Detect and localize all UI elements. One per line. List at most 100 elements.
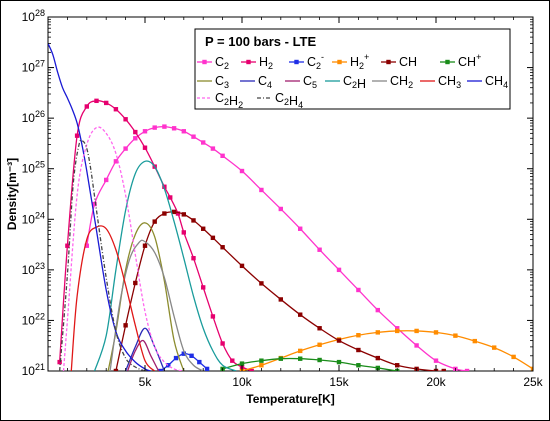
y-tick-exp: 27 xyxy=(35,59,45,69)
data-point xyxy=(152,125,157,130)
series-line-c2h4 xyxy=(58,139,146,371)
x-tick-label: 15k xyxy=(329,375,349,389)
legend-label: C2H4 xyxy=(275,91,303,110)
data-point xyxy=(317,357,322,363)
data-point xyxy=(181,230,186,235)
data-point xyxy=(162,184,167,189)
data-point xyxy=(239,263,245,269)
data-point xyxy=(65,243,70,248)
data-point xyxy=(441,368,446,371)
legend-label: H2+ xyxy=(350,52,369,71)
data-point xyxy=(278,356,283,361)
legend-entry-c2h: C2H xyxy=(325,74,366,91)
series-line-c5 xyxy=(126,339,160,371)
legend-marker xyxy=(445,59,450,65)
series-line-c2h xyxy=(93,160,237,371)
data-point xyxy=(433,358,439,363)
legend-label-tail: H xyxy=(289,94,298,108)
y-tick-label: 1025 xyxy=(22,160,45,176)
legend-label-sub: 2 xyxy=(352,80,357,90)
legend-label: C3 xyxy=(215,74,229,90)
data-point xyxy=(375,355,380,361)
data-point xyxy=(74,133,80,138)
data-point xyxy=(511,354,516,360)
y-tick-exp: 26 xyxy=(35,109,45,119)
data-point xyxy=(92,201,97,207)
data-point xyxy=(201,140,206,145)
y-tick-exp: 23 xyxy=(35,261,45,271)
legend-label: C4 xyxy=(258,74,272,90)
data-point xyxy=(201,226,206,231)
legend-label-sub: 2 xyxy=(268,61,273,71)
data-point xyxy=(356,363,361,368)
legend-label-base: C xyxy=(275,91,284,105)
legend-label-tail: H xyxy=(229,94,238,108)
data-point xyxy=(317,247,322,252)
y-tick-exp: 28 xyxy=(35,8,45,18)
data-point xyxy=(210,146,216,151)
legend-entry-c2: C2- xyxy=(289,52,324,71)
data-point xyxy=(173,355,179,361)
data-point xyxy=(317,326,322,331)
data-point xyxy=(204,366,210,371)
legend-label-base: CH xyxy=(399,55,417,69)
legend-label-base: C xyxy=(343,74,352,88)
data-point xyxy=(472,338,477,344)
legend-marker xyxy=(246,59,251,65)
y-tick-base: 10 xyxy=(22,263,36,277)
data-point xyxy=(113,368,119,371)
data-point xyxy=(191,218,196,223)
y-tick-base: 10 xyxy=(22,111,36,125)
legend-entry-ch4: CH4 xyxy=(467,74,508,90)
data-point xyxy=(414,343,419,348)
data-point xyxy=(259,363,264,368)
legend-label-sub: 4 xyxy=(503,80,508,90)
y-tick-base: 10 xyxy=(22,364,36,378)
legend-label: CH+ xyxy=(458,52,481,69)
series-line-c2h2 xyxy=(62,126,184,371)
legend-label-sub: 2 xyxy=(284,97,289,107)
legend-entry-ch: CH+ xyxy=(440,52,481,69)
y-tick-label: 1024 xyxy=(22,210,45,226)
data-point xyxy=(166,363,171,368)
data-point xyxy=(336,267,342,273)
data-point xyxy=(249,368,254,371)
data-point xyxy=(453,333,458,338)
legend-entry-c2: C2 xyxy=(197,55,229,71)
legend-marker xyxy=(202,59,207,65)
data-point xyxy=(317,342,322,347)
data-point xyxy=(123,117,128,122)
legend-box xyxy=(194,28,511,110)
data-point xyxy=(57,359,62,365)
y-tick-base: 10 xyxy=(22,162,36,176)
legend-label-sub: 3 xyxy=(456,80,461,90)
legend-label-sub: 2 xyxy=(359,61,364,71)
data-point xyxy=(181,351,186,356)
series-layer xyxy=(48,43,533,371)
y-tick-label: 1026 xyxy=(22,109,45,125)
y-tick-label: 1028 xyxy=(22,8,45,24)
data-point xyxy=(298,226,303,231)
legend-label: C2 xyxy=(215,55,229,71)
x-tick-label: 25k xyxy=(523,375,543,389)
y-tick-label: 1023 xyxy=(22,261,45,277)
data-point xyxy=(197,359,202,365)
legend-label: CH xyxy=(399,55,417,69)
data-point xyxy=(220,153,225,159)
data-point xyxy=(298,356,303,361)
legend-label-base: H xyxy=(350,55,359,69)
data-point xyxy=(464,368,470,371)
legend-label-base: C xyxy=(258,74,267,88)
data-point xyxy=(298,312,303,317)
legend-label-sub: 2 xyxy=(316,61,321,71)
series-line-c2 xyxy=(86,125,468,371)
legend-marker xyxy=(337,59,342,65)
legend-label: C2- xyxy=(307,52,324,71)
y-tick-label: 1022 xyxy=(22,311,45,327)
data-point xyxy=(336,359,342,365)
data-point xyxy=(375,365,380,371)
data-point xyxy=(220,245,225,250)
data-point xyxy=(171,209,177,215)
data-point xyxy=(181,129,186,134)
